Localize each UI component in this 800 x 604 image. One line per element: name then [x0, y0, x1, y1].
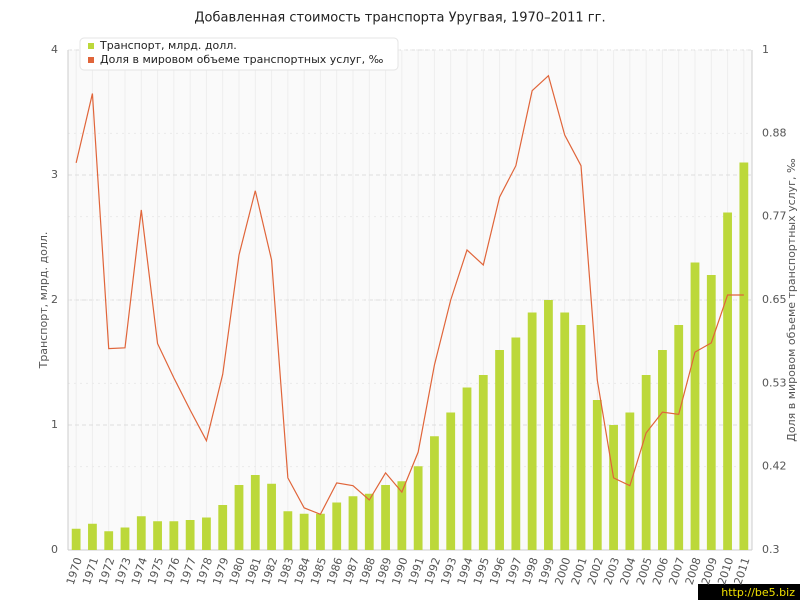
bar [576, 325, 586, 550]
bar [592, 400, 602, 550]
bar [495, 350, 504, 550]
bar [104, 531, 114, 550]
bar [511, 337, 521, 550]
y-tick-label: 2 [51, 293, 58, 306]
legend-box [79, 37, 399, 71]
y-tick-label: 4 [51, 43, 58, 56]
bar [120, 527, 130, 550]
legend: Транспорт, млрд. долл.Доля в мировом объ… [79, 37, 399, 71]
chart-title: Добавленная стоимость транспорта Уругвая… [194, 11, 605, 26]
y-tick-label: 3 [51, 168, 58, 181]
bar [413, 466, 423, 550]
bar [641, 375, 651, 550]
bar [71, 528, 81, 550]
bar [625, 412, 635, 550]
bar [185, 520, 195, 550]
y2-tick-label: 0.65 [762, 293, 787, 306]
bar [381, 485, 390, 550]
bar [674, 325, 684, 550]
bar [348, 496, 358, 550]
bar [250, 475, 260, 550]
bar [283, 511, 293, 550]
watermark: http://be5.biz [721, 586, 795, 599]
legend-label: Транспорт, млрд. долл. [99, 39, 237, 52]
bar [430, 436, 439, 550]
legend-swatch [88, 57, 94, 63]
y2-tick-label: 1 [762, 43, 769, 56]
y-axis-label: Транспорт, млрд. долл. [37, 232, 50, 370]
bar [609, 425, 618, 550]
y2-axis-label: Доля в мировом объеме транспортных услуг… [785, 158, 798, 442]
y2-tick-label: 0.88 [762, 126, 787, 139]
bar [234, 485, 244, 550]
y2-tick-label: 0.3 [762, 543, 780, 556]
legend-label: Доля в мировом объеме транспортных услуг… [100, 53, 384, 66]
bar [739, 162, 749, 550]
bar [299, 513, 309, 550]
bar [723, 212, 732, 550]
bar [88, 523, 97, 550]
bar [544, 300, 553, 550]
bar [560, 312, 570, 550]
bar [397, 481, 407, 550]
watermark-bg [698, 584, 800, 600]
y-tick-label: 1 [51, 418, 58, 431]
bar [136, 516, 146, 550]
y2-tick-label: 0.77 [762, 210, 787, 223]
bar [218, 505, 228, 550]
bar [690, 262, 700, 550]
legend-swatch [88, 43, 94, 49]
bar [332, 502, 342, 550]
bar [478, 375, 488, 550]
y2-tick-label: 0.53 [762, 376, 787, 389]
bar [153, 521, 162, 550]
bar [169, 521, 179, 550]
bar [267, 483, 276, 550]
bar [462, 387, 472, 550]
bar [202, 517, 211, 550]
bar [706, 275, 716, 550]
y-tick-label: 0 [51, 543, 58, 556]
y2-tick-label: 0.42 [762, 460, 787, 473]
bar [446, 412, 456, 550]
bar [658, 350, 667, 550]
line [75, 74, 744, 516]
bar [316, 513, 325, 550]
bar [527, 312, 537, 550]
bar [364, 493, 374, 550]
